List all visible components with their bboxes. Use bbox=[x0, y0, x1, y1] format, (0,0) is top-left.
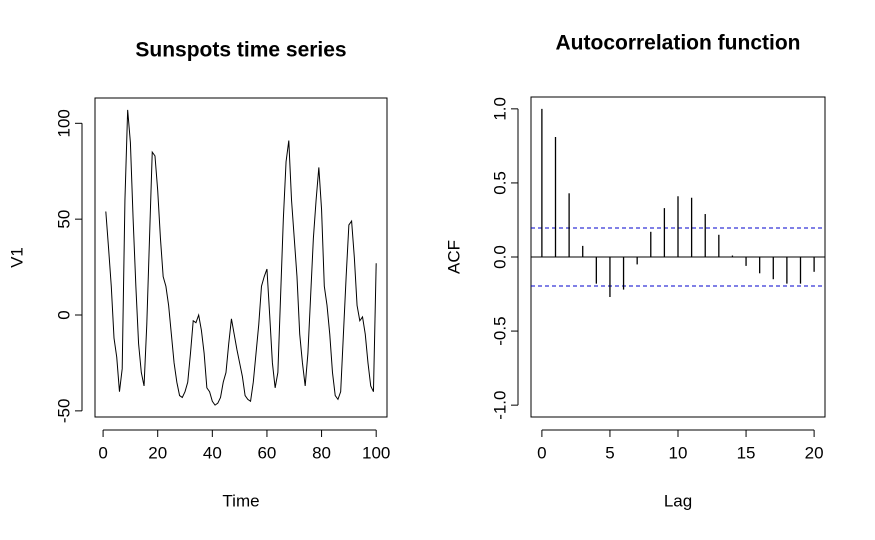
chart-title: Autocorrelation function bbox=[556, 32, 801, 55]
plot-frame bbox=[94, 97, 388, 418]
x-tick-label: 10 bbox=[669, 443, 688, 462]
x-tick-label: 20 bbox=[805, 443, 824, 462]
y-axis-label: V1 bbox=[7, 247, 26, 268]
y-tick-label: 100 bbox=[54, 109, 73, 137]
y-axis-label: ACF bbox=[444, 240, 463, 274]
y-tick-label: 0 bbox=[54, 310, 73, 319]
x-tick-label: 0 bbox=[537, 443, 546, 462]
x-tick-label: 80 bbox=[312, 443, 331, 462]
x-tick-label: 5 bbox=[605, 443, 614, 462]
x-axis-label: Time bbox=[222, 491, 259, 510]
x-tick-label: 40 bbox=[203, 443, 222, 462]
chart-title: Sunspots time series bbox=[135, 39, 346, 62]
y-tick-label: 50 bbox=[54, 210, 73, 229]
x-tick-label: 100 bbox=[362, 443, 390, 462]
y-tick-label: 0.5 bbox=[490, 171, 509, 195]
y-tick-label: 1.0 bbox=[490, 97, 509, 121]
x-tick-label: 0 bbox=[98, 443, 107, 462]
x-tick-label: 60 bbox=[257, 443, 276, 462]
x-tick-label: 15 bbox=[737, 443, 756, 462]
y-tick-label: -1.0 bbox=[490, 390, 509, 419]
x-axis-label: Lag bbox=[664, 491, 692, 510]
series-line bbox=[105, 109, 377, 406]
y-tick-label: -0.5 bbox=[490, 316, 509, 345]
x-tick-label: 20 bbox=[148, 443, 167, 462]
y-tick-label: 0.0 bbox=[490, 245, 509, 269]
y-tick-label: -50 bbox=[54, 399, 73, 424]
